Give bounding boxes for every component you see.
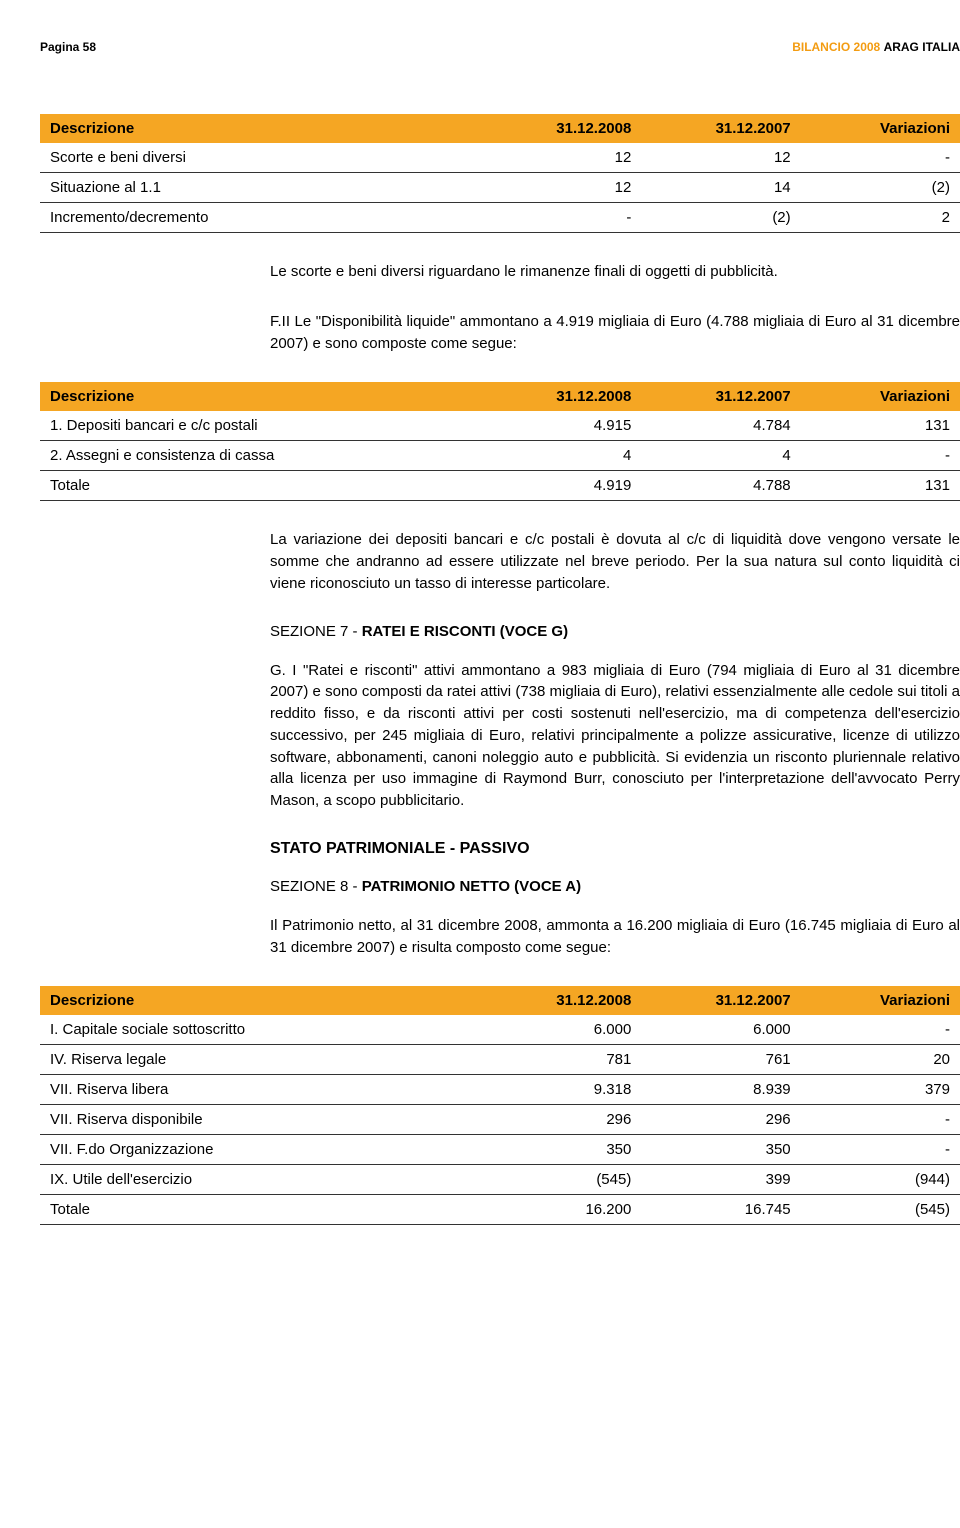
cell-val: 4 [482, 441, 641, 471]
table-row: VII. F.do Organizzazione350350- [40, 1135, 960, 1165]
col-2008: 31.12.2008 [482, 986, 641, 1015]
col-var: Variazioni [801, 382, 960, 411]
cell-val: (545) [801, 1195, 960, 1225]
cell-val: 8.939 [641, 1075, 800, 1105]
cell-desc: 2. Assegni e consistenza di cassa [40, 441, 482, 471]
table-row: Totale4.9194.788131 [40, 471, 960, 501]
table-row: IX. Utile dell'esercizio(545)399(944) [40, 1165, 960, 1195]
cell-desc: Incremento/decremento [40, 203, 482, 233]
cell-val: 16.200 [482, 1195, 641, 1225]
cell-val: 12 [641, 143, 800, 173]
col-var: Variazioni [801, 986, 960, 1015]
document-title: BILANCIO 2008 ARAG ITALIA [792, 40, 960, 54]
table-row: Situazione al 1.11214(2) [40, 173, 960, 203]
table-header-row: Descrizione 31.12.2008 31.12.2007 Variaz… [40, 114, 960, 143]
cell-val: 296 [482, 1105, 641, 1135]
table-header-row: Descrizione 31.12.2008 31.12.2007 Variaz… [40, 382, 960, 411]
cell-val: 350 [482, 1135, 641, 1165]
col-2007: 31.12.2007 [641, 382, 800, 411]
cell-desc: VII. F.do Organizzazione [40, 1135, 482, 1165]
stato-patrimoniale-title: STATO PATRIMONIALE - PASSIVO [40, 840, 960, 858]
cell-val: 4.915 [482, 411, 641, 441]
cell-val: 12 [482, 173, 641, 203]
cell-val: (545) [482, 1165, 641, 1195]
cell-desc: VII. Riserva libera [40, 1075, 482, 1105]
paragraph-scorte: Le scorte e beni diversi riguardano le r… [40, 261, 960, 283]
cell-desc: IX. Utile dell'esercizio [40, 1165, 482, 1195]
cell-val: 296 [641, 1105, 800, 1135]
cell-desc: 1. Depositi bancari e c/c postali [40, 411, 482, 441]
cell-val: (2) [641, 203, 800, 233]
cell-val: 4 [641, 441, 800, 471]
cell-val: 350 [641, 1135, 800, 1165]
table-row: Incremento/decremento-(2)2 [40, 203, 960, 233]
table-row: 2. Assegni e consistenza di cassa44- [40, 441, 960, 471]
cell-val: 4.784 [641, 411, 800, 441]
cell-desc: Totale [40, 471, 482, 501]
table-row: I. Capitale sociale sottoscritto6.0006.0… [40, 1015, 960, 1045]
cell-val: 14 [641, 173, 800, 203]
table-patrimonio: Descrizione 31.12.2008 31.12.2007 Variaz… [40, 986, 960, 1225]
table-row: VII. Riserva libera9.3188.939379 [40, 1075, 960, 1105]
title-black: ARAG ITALIA [884, 40, 960, 54]
table-row: IV. Riserva legale78176120 [40, 1045, 960, 1075]
cell-val: 20 [801, 1045, 960, 1075]
section-bold: RATEI E RISCONTI (VOCE G) [362, 623, 568, 640]
table-scorte: Descrizione 31.12.2008 31.12.2007 Variaz… [40, 114, 960, 233]
cell-val: 6.000 [641, 1015, 800, 1045]
cell-val: (2) [801, 173, 960, 203]
section-8-title: SEZIONE 8 - PATRIMONIO NETTO (VOCE A) [40, 878, 960, 895]
col-2008: 31.12.2008 [482, 114, 641, 143]
col-2007: 31.12.2007 [641, 114, 800, 143]
cell-val: - [801, 441, 960, 471]
cell-desc: I. Capitale sociale sottoscritto [40, 1015, 482, 1045]
section-bold: PATRIMONIO NETTO (VOCE A) [362, 878, 581, 895]
cell-desc: Scorte e beni diversi [40, 143, 482, 173]
cell-val: - [801, 143, 960, 173]
cell-val: 379 [801, 1075, 960, 1105]
cell-val: 131 [801, 471, 960, 501]
paragraph-variazione: La variazione dei depositi bancari e c/c… [40, 529, 960, 594]
cell-val: 4.919 [482, 471, 641, 501]
cell-desc: Situazione al 1.1 [40, 173, 482, 203]
cell-desc: Totale [40, 1195, 482, 1225]
cell-val: - [482, 203, 641, 233]
cell-val: 9.318 [482, 1075, 641, 1105]
table-disponibilita: Descrizione 31.12.2008 31.12.2007 Variaz… [40, 382, 960, 501]
table-row: VII. Riserva disponibile296296- [40, 1105, 960, 1135]
table-header-row: Descrizione 31.12.2008 31.12.2007 Variaz… [40, 986, 960, 1015]
cell-val: - [801, 1105, 960, 1135]
paragraph-disponibilita: F.II Le "Disponibilità liquide" ammontan… [40, 311, 960, 355]
cell-val: 12 [482, 143, 641, 173]
title-orange: BILANCIO 2008 [792, 40, 880, 54]
cell-val: 761 [641, 1045, 800, 1075]
cell-val: 6.000 [482, 1015, 641, 1045]
cell-val: - [801, 1015, 960, 1045]
table-row: Totale16.20016.745(545) [40, 1195, 960, 1225]
cell-val: 16.745 [641, 1195, 800, 1225]
cell-val: 2 [801, 203, 960, 233]
cell-val: (944) [801, 1165, 960, 1195]
paragraph-patrimonio: Il Patrimonio netto, al 31 dicembre 2008… [40, 915, 960, 959]
table-row: 1. Depositi bancari e c/c postali4.9154.… [40, 411, 960, 441]
page-number: Pagina 58 [40, 40, 96, 54]
cell-desc: VII. Riserva disponibile [40, 1105, 482, 1135]
table-row: Scorte e beni diversi1212- [40, 143, 960, 173]
section-prefix: SEZIONE 8 - [270, 878, 362, 895]
col-2008: 31.12.2008 [482, 382, 641, 411]
section-7-title: SEZIONE 7 - RATEI E RISCONTI (VOCE G) [40, 623, 960, 640]
col-var: Variazioni [801, 114, 960, 143]
cell-val: 4.788 [641, 471, 800, 501]
paragraph-ratei: G. I "Ratei e risconti" attivi ammontano… [40, 660, 960, 812]
section-prefix: SEZIONE 7 - [270, 623, 362, 640]
cell-val: 399 [641, 1165, 800, 1195]
cell-val: - [801, 1135, 960, 1165]
cell-desc: IV. Riserva legale [40, 1045, 482, 1075]
cell-val: 131 [801, 411, 960, 441]
col-desc: Descrizione [40, 382, 482, 411]
col-desc: Descrizione [40, 114, 482, 143]
cell-val: 781 [482, 1045, 641, 1075]
col-desc: Descrizione [40, 986, 482, 1015]
col-2007: 31.12.2007 [641, 986, 800, 1015]
